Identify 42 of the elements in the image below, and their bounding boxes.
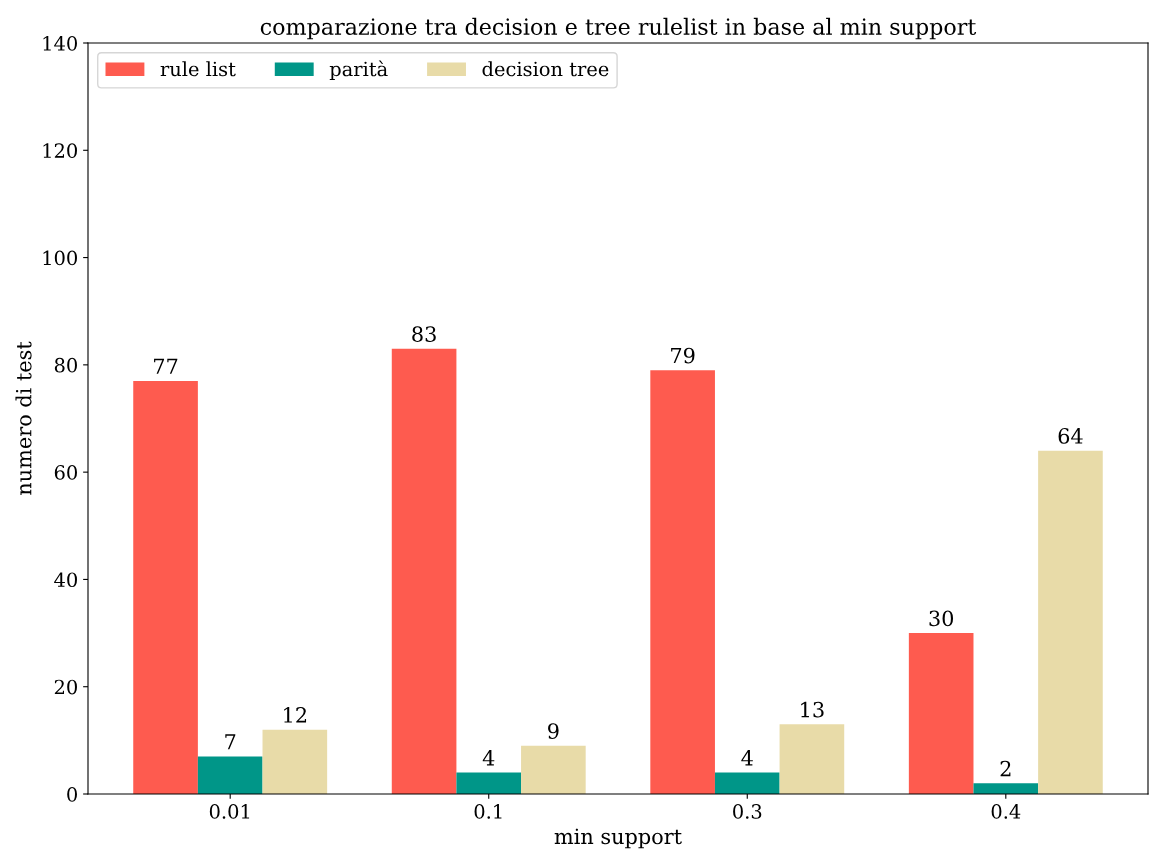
x-tick-label: 0.01 [209,804,250,819]
y-tick-label: 0 [67,786,77,802]
data-label: 83 [412,326,436,342]
bar [133,380,198,794]
data-label: 7 [225,734,236,750]
y-axis-title: numero di test [15,341,32,495]
data-label: 13 [801,701,824,718]
legend-label: decision tree [482,61,609,77]
x-tick-label: 0.3 [733,804,762,819]
bar [521,745,586,794]
bar [908,633,974,794]
data-label: 9 [548,723,559,739]
bar [262,729,328,794]
x-tick-label: 0.1 [474,804,502,819]
bar [650,370,715,794]
bar [714,772,780,794]
data-label: 79 [671,347,695,364]
data-label: 12 [284,707,307,723]
data-label: 4 [482,749,495,766]
data-label: 2 [1000,760,1011,777]
y-tick-label: 100 [43,250,77,266]
y-tick-label: 60 [54,465,77,480]
data-label: 4 [741,749,753,766]
y-tick-label: 80 [54,357,77,373]
bar [391,348,457,794]
y-tick-label: 40 [54,572,77,588]
bar [1038,450,1103,794]
bar [973,783,1039,794]
data-label: 77 [154,358,178,374]
y-tick-label: 140 [43,35,77,51]
chart-title: comparazione tra decision e tree rulelist in base al min support [260,17,977,40]
bar [197,756,263,794]
x-axis-title: min support [554,828,682,849]
legend-label: rule list [160,61,236,77]
legend-label: parità [329,60,388,81]
y-tick-label: 20 [54,679,77,695]
x-tick-label: 0.4 [991,804,1021,819]
bar [456,772,522,794]
bar [779,724,845,794]
data-label: 30 [929,610,954,627]
data-label: 64 [1058,428,1083,444]
y-tick-label: 120 [43,143,77,158]
